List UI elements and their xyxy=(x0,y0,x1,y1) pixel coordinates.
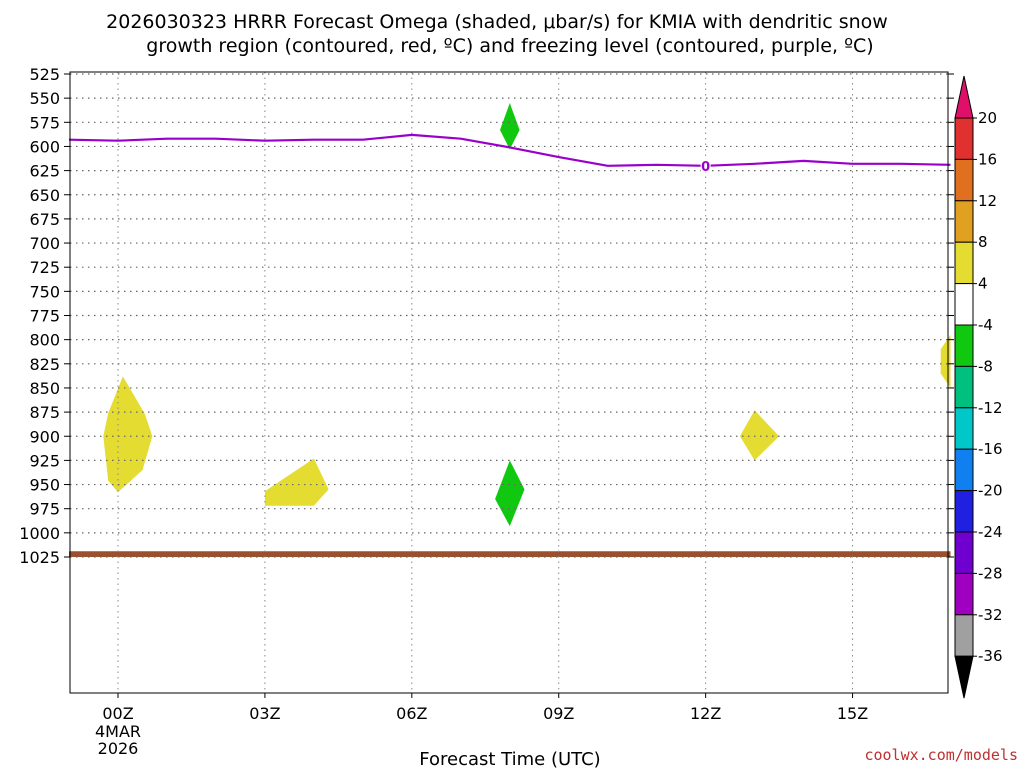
y-tick-label-600: 600 xyxy=(29,137,60,156)
x-tick-label-12Z: 12Z xyxy=(690,704,721,723)
colorbar-label--4: -4 xyxy=(978,316,993,334)
colorbar-label-20: 20 xyxy=(978,109,997,127)
x-tick-label-15Z: 15Z xyxy=(837,704,868,723)
colorbar-label-16: 16 xyxy=(978,150,997,168)
y-tick-label-875: 875 xyxy=(29,403,60,422)
omega-region-3 xyxy=(940,334,951,388)
y-tick-label-1025: 1025 xyxy=(19,548,60,567)
plot-area: 0 xyxy=(68,71,951,694)
colorbar-swatch-10 xyxy=(954,531,974,574)
freezing-level-label: 0 xyxy=(701,160,710,175)
colorbar-swatch-9 xyxy=(954,490,974,533)
colorbar-swatch-11 xyxy=(954,572,974,616)
colorbar-top-arrow xyxy=(954,75,974,119)
y-tick-label-550: 550 xyxy=(29,89,60,108)
credit-text: coolwx.com/models xyxy=(864,746,1018,764)
colorbar-swatch-12 xyxy=(954,614,974,657)
omega-region-1 xyxy=(264,458,329,506)
x-tick-label-00Z: 00Z xyxy=(102,704,133,723)
plot-frame xyxy=(69,71,949,694)
colorbar-swatch-5 xyxy=(954,324,974,367)
colorbar-label--20: -20 xyxy=(978,482,1003,500)
omega-region-0 xyxy=(103,376,153,493)
freezing-level-label-bg xyxy=(700,158,711,172)
colorbar-label--36: -36 xyxy=(978,647,1003,665)
surface-strip xyxy=(69,551,951,557)
x-tick-label-09Z: 09Z xyxy=(543,704,574,723)
colorbar-label--12: -12 xyxy=(978,399,1003,417)
y-tick-label-725: 725 xyxy=(29,258,60,277)
omega-region-5 xyxy=(495,460,525,527)
colorbar: -36 -32 -28 -24 -20 -16 -12 -8 -4 4 8 12 16 20 xyxy=(954,75,1003,699)
y-tick-label-575: 575 xyxy=(29,113,60,132)
colorbar-bottom-arrow xyxy=(954,655,974,699)
grid-lines xyxy=(70,72,948,693)
y-tick-label-925: 925 xyxy=(29,451,60,470)
y-tick-label-900: 900 xyxy=(29,427,60,446)
y-tick-label-700: 700 xyxy=(29,234,60,253)
y-tick-label-750: 750 xyxy=(29,282,60,301)
x-axis-label: Forecast Time (UTC) xyxy=(419,749,600,768)
y-tick-label-525: 525 xyxy=(29,65,60,84)
colorbar-label--24: -24 xyxy=(978,523,1003,541)
x-date-label-0: 4MAR xyxy=(95,722,141,741)
x-tick-label-06Z: 06Z xyxy=(396,704,427,723)
y-tick-label-775: 775 xyxy=(29,307,60,326)
colorbar-label--16: -16 xyxy=(978,440,1003,458)
colorbar-swatch-7 xyxy=(954,407,974,450)
chart-title-line-1: 2026030323 HRRR Forecast Omega (shaded, … xyxy=(106,11,888,33)
omega-region-4 xyxy=(500,103,520,150)
y-tick-label-675: 675 xyxy=(29,210,60,229)
y-tick-label-650: 650 xyxy=(29,186,60,205)
x-date-label-1: 2026 xyxy=(98,739,139,758)
omega-region-2 xyxy=(739,410,780,461)
colorbar-label-4: 4 xyxy=(978,275,988,293)
y-axis: 525 550 575 600 625 650 675 700 725 750 775 800 825 8… xyxy=(19,65,954,567)
colorbar-swatch-0 xyxy=(954,117,974,160)
y-tick-label-625: 625 xyxy=(29,162,60,181)
y-tick-label-800: 800 xyxy=(29,331,60,350)
colorbar-swatch-8 xyxy=(954,448,974,492)
y-tick-label-1000: 1000 xyxy=(19,524,60,543)
x-tick-label-03Z: 03Z xyxy=(249,704,280,723)
colorbar-label--32: -32 xyxy=(978,606,1003,624)
y-tick-label-825: 825 xyxy=(29,355,60,374)
colorbar-swatch-2 xyxy=(954,200,974,243)
colorbar-label--28: -28 xyxy=(978,564,1003,582)
colorbar-swatch-3 xyxy=(954,241,974,285)
y-tick-label-950: 950 xyxy=(29,476,60,495)
colorbar-label-8: 8 xyxy=(978,233,988,251)
y-tick-label-850: 850 xyxy=(29,379,60,398)
y-tick-label-975: 975 xyxy=(29,500,60,519)
colorbar-swatch-1 xyxy=(954,158,974,202)
colorbar-swatch-4 xyxy=(954,283,974,326)
chart-title-line-2: growth region (contoured, red, ºC) and f… xyxy=(146,35,873,57)
colorbar-label--8: -8 xyxy=(978,357,993,375)
freezing-level-line xyxy=(68,133,951,167)
colorbar-swatch-6 xyxy=(954,365,974,409)
colorbar-label-12: 12 xyxy=(978,192,997,210)
